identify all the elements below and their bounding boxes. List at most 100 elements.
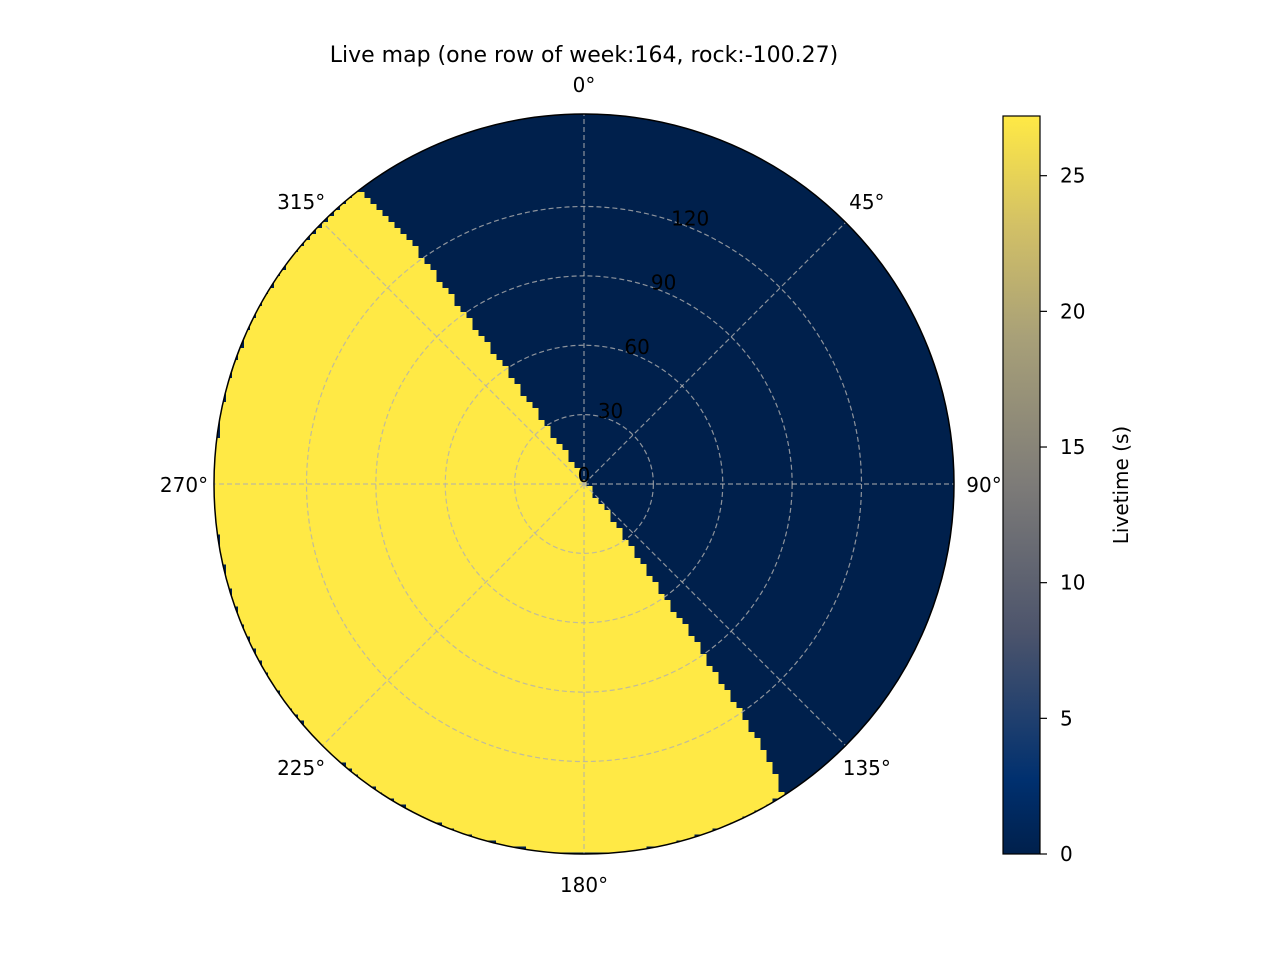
heatmap-cell bbox=[424, 288, 431, 295]
heatmap-cell bbox=[430, 660, 437, 667]
heatmap-cell bbox=[394, 654, 401, 661]
heatmap-cell bbox=[532, 408, 539, 415]
heatmap-cell bbox=[478, 456, 485, 463]
heatmap-cell bbox=[298, 636, 305, 643]
heatmap-cell bbox=[346, 438, 353, 445]
heatmap-cell bbox=[268, 666, 275, 673]
heatmap-cell bbox=[292, 318, 299, 325]
heatmap-cell bbox=[538, 504, 545, 511]
heatmap-cell bbox=[418, 468, 425, 475]
heatmap-cell bbox=[412, 444, 419, 451]
heatmap-cell bbox=[280, 594, 287, 601]
heatmap-cell bbox=[376, 648, 383, 655]
heatmap-cell bbox=[568, 618, 575, 625]
heatmap-cell bbox=[340, 612, 347, 619]
heatmap-cell bbox=[412, 468, 419, 475]
heatmap-cell bbox=[340, 558, 347, 565]
heatmap-cell bbox=[388, 402, 395, 409]
heatmap-cell bbox=[400, 624, 407, 631]
heatmap-cell bbox=[340, 576, 347, 583]
heatmap-cell bbox=[436, 732, 443, 739]
heatmap-cell bbox=[454, 528, 461, 535]
heatmap-cell bbox=[628, 714, 635, 721]
heatmap-cell bbox=[292, 258, 299, 265]
heatmap-cell bbox=[754, 744, 761, 751]
heatmap-cell bbox=[352, 708, 359, 715]
heatmap-cell bbox=[616, 672, 623, 679]
heatmap-cell bbox=[484, 702, 491, 709]
heatmap-cell bbox=[406, 324, 413, 331]
heatmap-cell bbox=[418, 450, 425, 457]
heatmap-cell bbox=[538, 420, 545, 427]
heatmap-cell bbox=[316, 546, 323, 553]
heatmap-cell bbox=[340, 750, 347, 757]
heatmap-cell bbox=[574, 540, 581, 547]
heatmap-cell bbox=[352, 318, 359, 325]
heatmap-cell bbox=[418, 732, 425, 739]
heatmap-cell bbox=[370, 294, 377, 301]
heatmap-cell bbox=[454, 366, 461, 373]
heatmap-cell bbox=[472, 708, 479, 715]
heatmap-cell bbox=[358, 522, 365, 529]
heatmap-cell bbox=[538, 486, 545, 493]
heatmap-cell bbox=[418, 600, 425, 607]
heatmap-cell bbox=[316, 654, 323, 661]
heatmap-cell bbox=[310, 264, 317, 271]
heatmap-cell bbox=[460, 336, 467, 343]
heatmap-cell bbox=[352, 432, 359, 439]
heatmap-cell bbox=[256, 516, 263, 523]
heatmap-cell bbox=[382, 534, 389, 541]
heatmap-cell bbox=[532, 672, 539, 679]
heatmap-cell bbox=[280, 510, 287, 517]
heatmap-cell bbox=[406, 438, 413, 445]
heatmap-cell bbox=[406, 270, 413, 277]
heatmap-cell bbox=[424, 570, 431, 577]
heatmap-cell bbox=[472, 720, 479, 727]
heatmap-cell bbox=[250, 492, 257, 499]
heatmap-cell bbox=[460, 420, 467, 427]
heatmap-cell bbox=[424, 408, 431, 415]
heatmap-cell bbox=[496, 738, 503, 745]
heatmap-cell bbox=[640, 666, 647, 673]
heatmap-cell bbox=[346, 540, 353, 547]
heatmap-cell bbox=[400, 516, 407, 523]
heatmap-cell bbox=[352, 702, 359, 709]
heatmap-cell bbox=[418, 624, 425, 631]
heatmap-cell bbox=[418, 390, 425, 397]
heatmap-cell bbox=[514, 504, 521, 511]
heatmap-cell bbox=[436, 708, 443, 715]
heatmap-cell bbox=[718, 732, 725, 739]
heatmap-cell bbox=[514, 612, 521, 619]
heatmap-cell bbox=[322, 420, 329, 427]
heatmap-cell bbox=[508, 588, 515, 595]
heatmap-cell bbox=[298, 546, 305, 553]
heatmap-cell bbox=[400, 726, 407, 733]
heatmap-cell bbox=[478, 540, 485, 547]
heatmap-cell bbox=[448, 558, 455, 565]
heatmap-cell bbox=[682, 702, 689, 709]
heatmap-cell bbox=[586, 504, 593, 511]
heatmap-cell bbox=[538, 708, 545, 715]
heatmap-cell bbox=[358, 738, 365, 745]
heatmap-cell bbox=[274, 288, 281, 295]
heatmap-cell bbox=[472, 480, 479, 487]
heatmap-cell bbox=[568, 588, 575, 595]
heatmap-cell bbox=[220, 498, 227, 505]
heatmap-cell bbox=[394, 468, 401, 475]
heatmap-cell bbox=[502, 372, 509, 379]
heatmap-cell bbox=[472, 666, 479, 673]
heatmap-cell bbox=[382, 456, 389, 463]
heatmap-cell bbox=[430, 732, 437, 739]
heatmap-cell bbox=[376, 492, 383, 499]
heatmap-cell bbox=[316, 606, 323, 613]
heatmap-cell bbox=[364, 738, 371, 745]
heatmap-cell bbox=[346, 348, 353, 355]
heatmap-cell bbox=[352, 390, 359, 397]
heatmap-cell bbox=[370, 660, 377, 667]
heatmap-cell bbox=[598, 672, 605, 679]
heatmap-cell bbox=[394, 246, 401, 253]
heatmap-cell bbox=[460, 690, 467, 697]
heatmap-cell bbox=[280, 504, 287, 511]
heatmap-cell bbox=[658, 624, 665, 631]
heatmap-cell bbox=[436, 576, 443, 583]
